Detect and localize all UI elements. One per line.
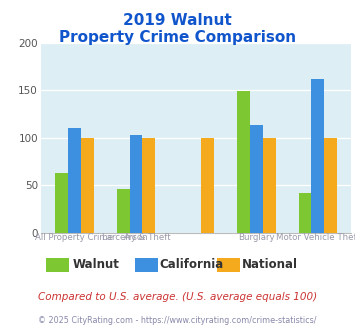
Text: National: National [241, 258, 297, 271]
Bar [324, 138, 337, 233]
Text: Walnut: Walnut [73, 258, 120, 271]
Text: Compared to U.S. average. (U.S. average equals 100): Compared to U.S. average. (U.S. average … [38, 292, 317, 302]
Text: California: California [160, 258, 224, 271]
Bar [237, 91, 250, 233]
Bar [130, 135, 142, 233]
Bar [68, 128, 81, 233]
Text: Motor Vehicle Theft: Motor Vehicle Theft [276, 233, 355, 242]
Text: Burglary: Burglary [238, 233, 275, 242]
Text: Larceny & Theft: Larceny & Theft [102, 233, 170, 242]
Bar [311, 79, 324, 233]
Bar [263, 138, 276, 233]
Text: 2019 Walnut: 2019 Walnut [123, 13, 232, 27]
Bar [116, 189, 130, 233]
Bar [142, 138, 155, 233]
Text: © 2025 CityRating.com - https://www.cityrating.com/crime-statistics/: © 2025 CityRating.com - https://www.city… [38, 316, 317, 325]
Bar [81, 138, 94, 233]
Text: Property Crime Comparison: Property Crime Comparison [59, 30, 296, 45]
Text: All Property Crime: All Property Crime [35, 233, 113, 242]
Bar [55, 173, 68, 233]
Bar [201, 138, 214, 233]
Bar [250, 125, 263, 233]
Bar [299, 193, 311, 233]
Text: Arson: Arson [124, 233, 148, 242]
